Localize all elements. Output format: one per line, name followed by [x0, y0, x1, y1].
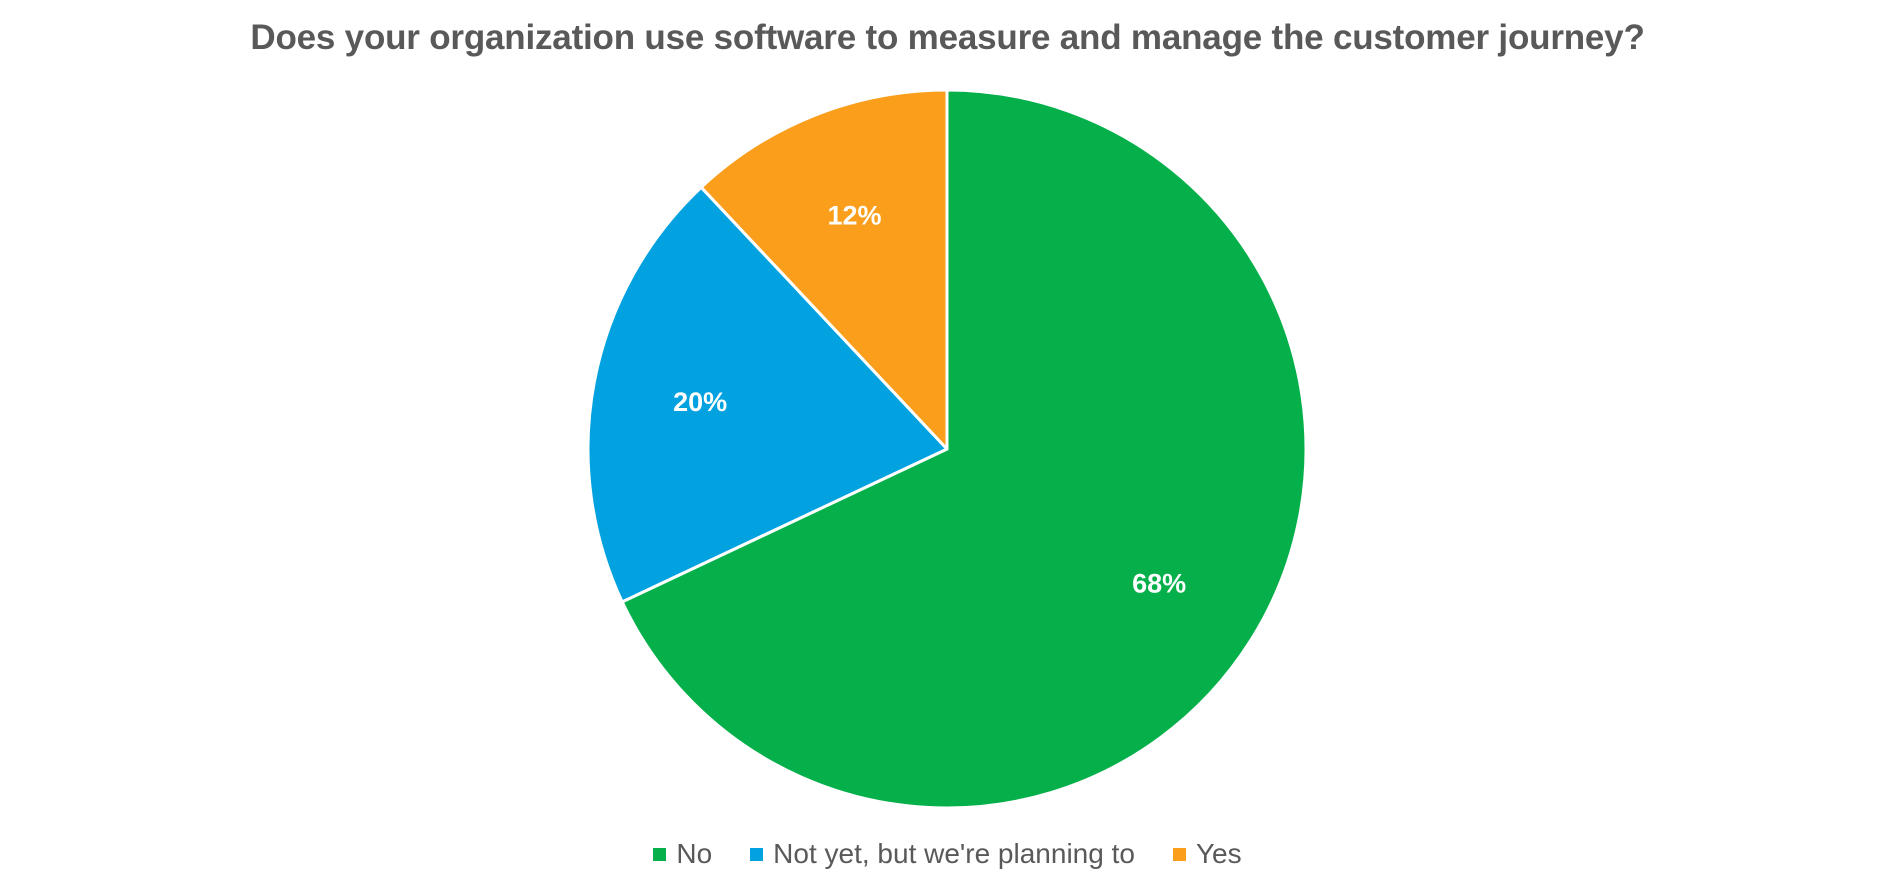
pie-slices — [586, 88, 1308, 810]
pie-slice-yes — [699, 88, 949, 451]
data-label-no: 68% — [1132, 569, 1186, 599]
legend-swatch-not-yet — [750, 847, 764, 861]
legend-label-no: No — [676, 838, 713, 869]
pie-slice-no — [620, 88, 1308, 810]
chart-title: Does your organization use software to m… — [250, 18, 1645, 57]
legend-item-not-yet: Not yet, but we're planning to — [750, 838, 1135, 870]
pie-slice-not-yet-but-we-re-planning-to — [586, 185, 949, 604]
legend-label-not-yet: Not yet, but we're planning to — [773, 838, 1135, 869]
legend-item-yes: Yes — [1172, 838, 1242, 870]
pie-data-labels: 68% 20% 12% — [673, 200, 1186, 598]
data-label-yes: 12% — [827, 200, 881, 230]
data-label-not-yet-but-we-re-planning-to: 20% — [673, 387, 727, 417]
legend-swatch-yes — [1172, 847, 1186, 861]
legend-swatch-no — [653, 847, 667, 861]
legend-label-yes: Yes — [1195, 838, 1242, 869]
legend: No Not yet, but we're planning to Yes — [0, 838, 1895, 870]
legend-item-no: No — [653, 838, 712, 870]
